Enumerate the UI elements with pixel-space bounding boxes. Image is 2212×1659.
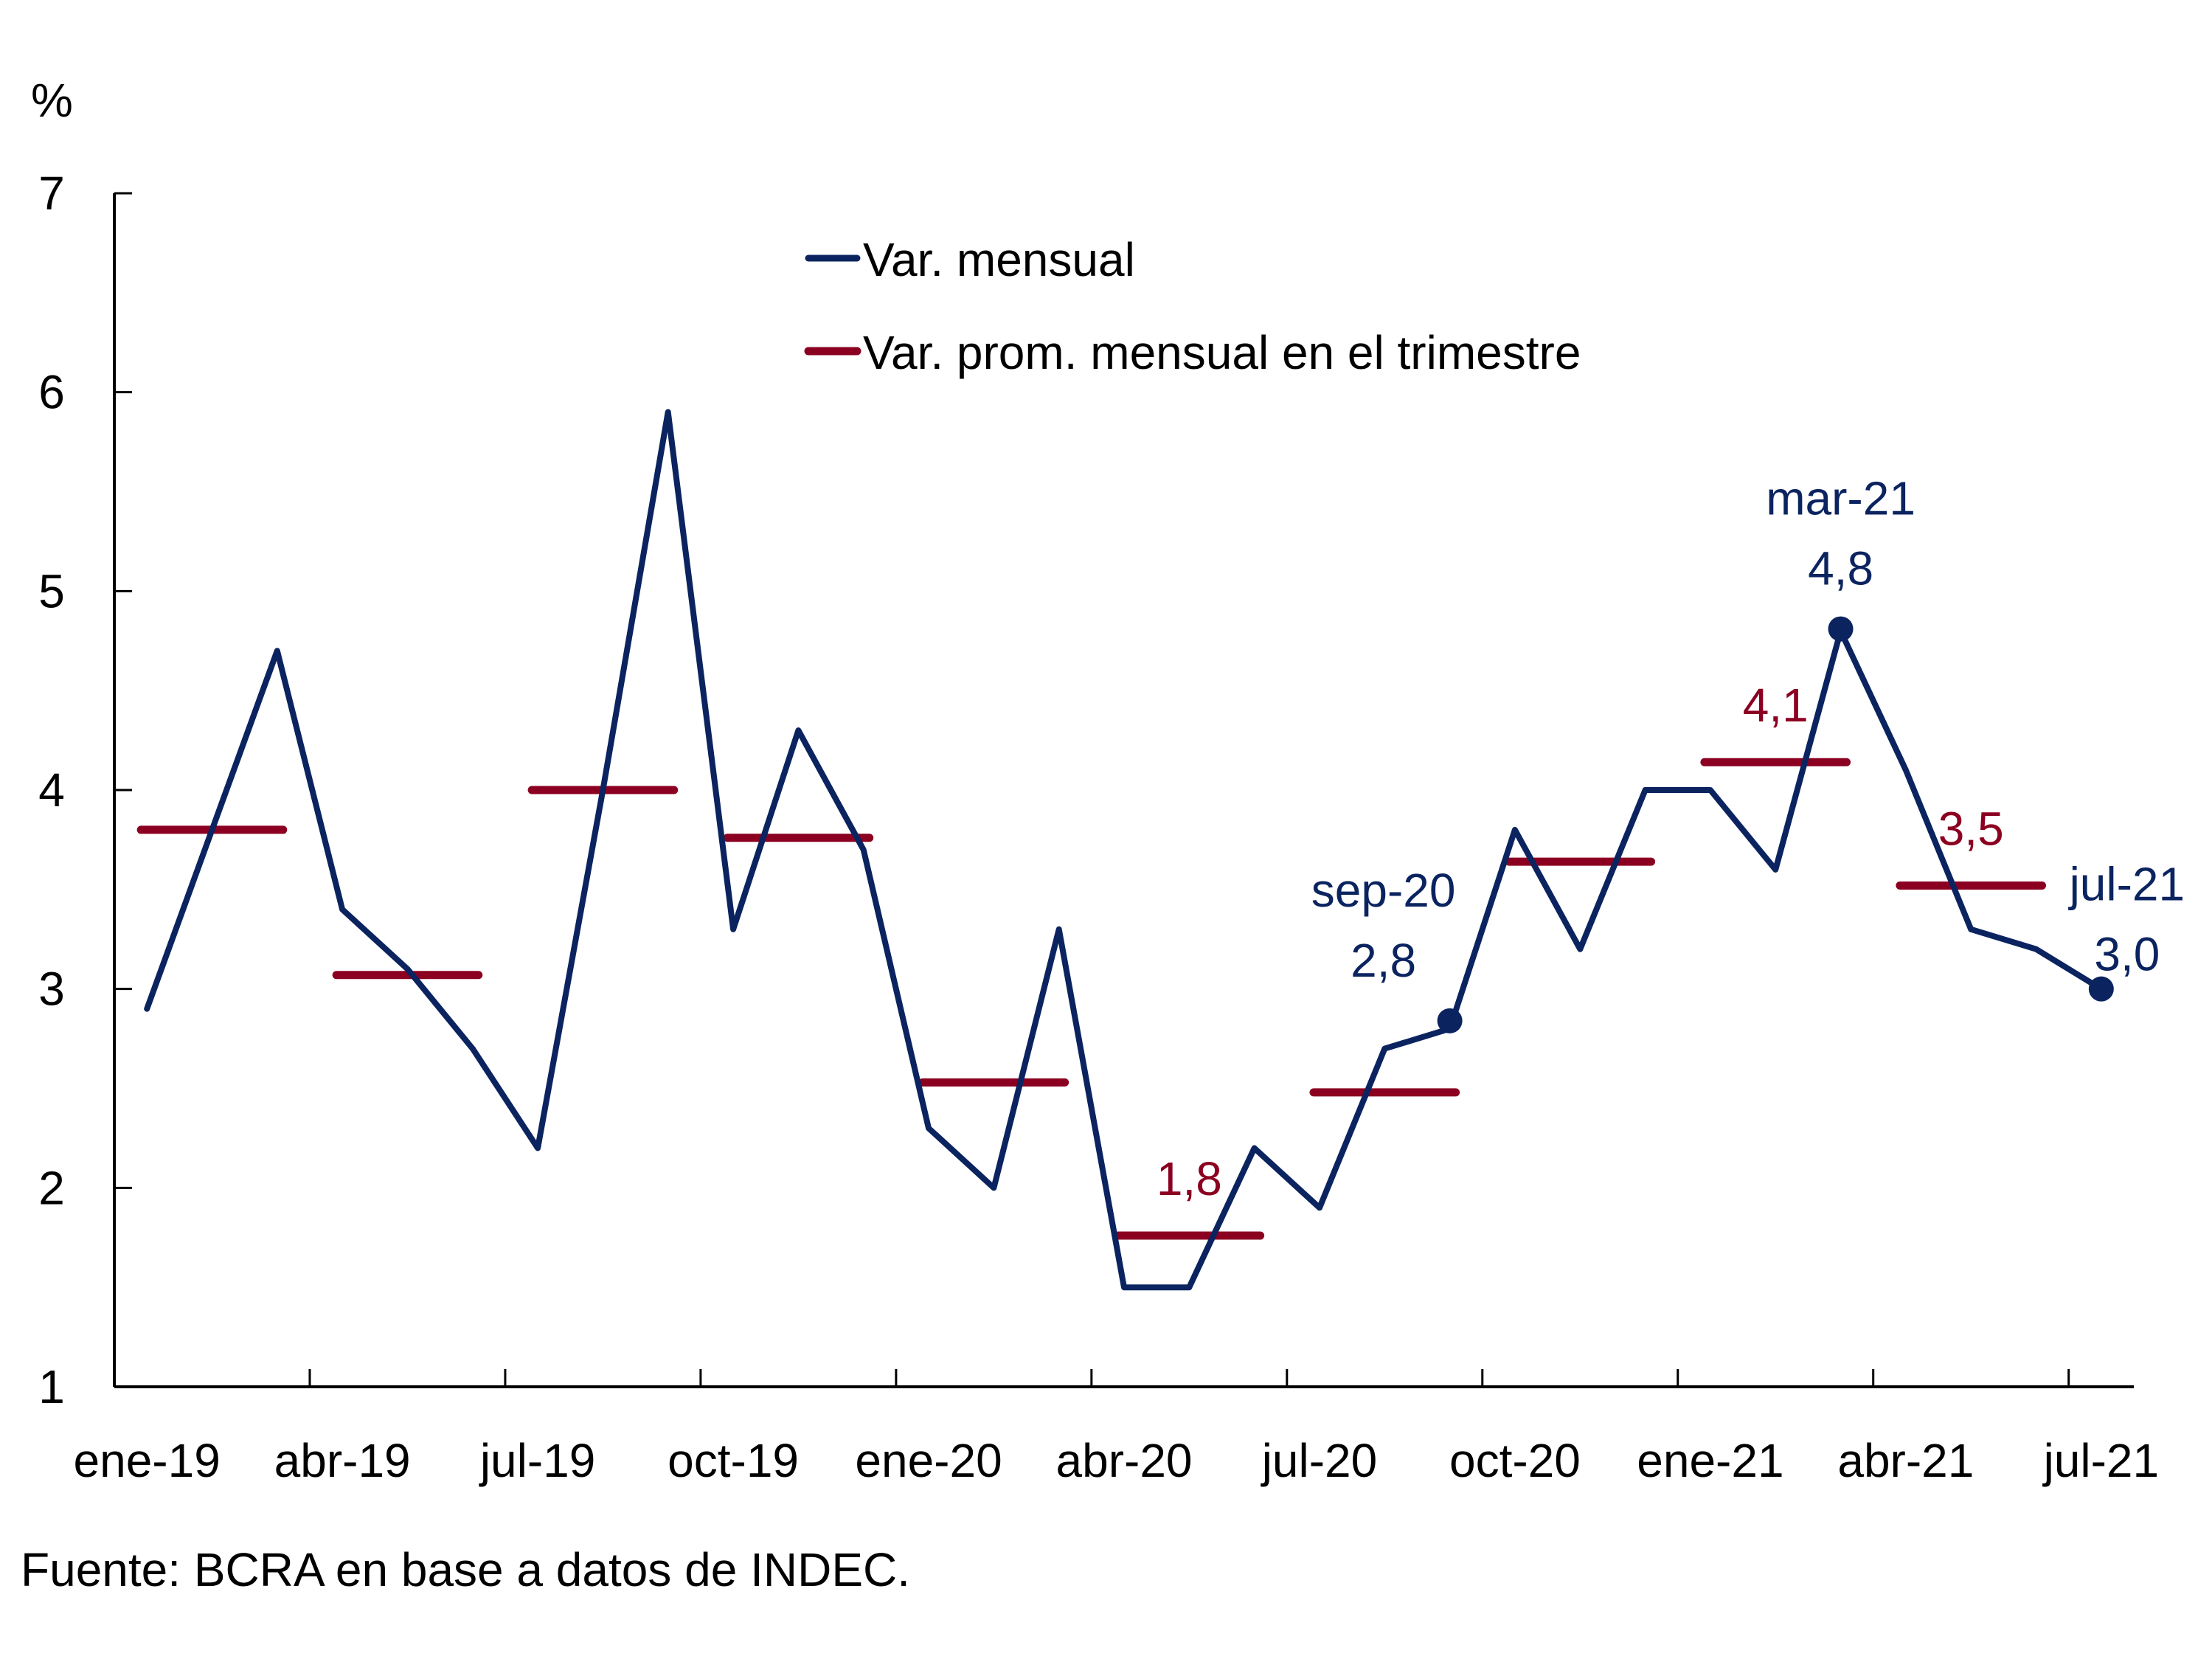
- y-tick-label: 5: [38, 564, 65, 617]
- x-tick-label: jul-21: [2042, 1434, 2160, 1487]
- y-tick-label: 6: [38, 366, 65, 419]
- point-annotation-month: jul-21: [2068, 858, 2185, 911]
- y-tick-label: 2: [38, 1161, 65, 1214]
- quarter-average-series: [136, 758, 2047, 1240]
- legend: Var. mensual Var. prom. mensual en el tr…: [804, 233, 1581, 379]
- x-axis: ene-19 abr-19 jul-19 oct-19 ene-20 abr-20 jul-…: [74, 1369, 2160, 1487]
- highlight-point-marker: [2088, 976, 2114, 1002]
- y-axis: 1 2 3 4 5 6 7: [38, 167, 132, 1413]
- y-tick-label: 1: [38, 1360, 65, 1413]
- x-tick-label: jul-20: [1261, 1434, 1378, 1487]
- x-tick-label: oct-20: [1449, 1434, 1581, 1487]
- x-tick-label: abr-20: [1056, 1434, 1193, 1487]
- source-footer: Fuente: BCRA en base a datos de INDEC.: [21, 1543, 910, 1596]
- x-tick-label: oct-19: [668, 1434, 799, 1487]
- annotations: sep-20 2,8 mar-21 4,8 jul-21 3,0 1,8 4,1 3,5: [1157, 472, 2185, 1205]
- monthly-series-line: [144, 409, 2104, 1291]
- y-tick-label: 3: [38, 963, 65, 1016]
- x-tick-label: abr-19: [274, 1434, 411, 1487]
- y-tick-label: 7: [38, 167, 65, 220]
- point-annotation-value: 4,8: [1808, 542, 1873, 595]
- quarter-average-label: 3,5: [1938, 802, 2004, 855]
- highlight-point-marker: [1437, 1008, 1463, 1033]
- highlight-point-marker: [1828, 616, 1854, 642]
- quarter-average-label: 1,8: [1157, 1152, 1222, 1205]
- point-annotation-value: 2,8: [1351, 934, 1416, 987]
- y-unit-label: %: [31, 74, 73, 127]
- x-tick-label: ene-20: [855, 1434, 1002, 1487]
- point-annotation-value: 3,0: [2094, 928, 2160, 981]
- point-annotation-month: mar-21: [1766, 472, 1915, 525]
- x-tick-label: ene-21: [1637, 1434, 1783, 1487]
- x-tick-label: jul-19: [479, 1434, 596, 1487]
- legend-label-monthly: Var. mensual: [863, 233, 1135, 286]
- legend-label-quarterly: Var. prom. mensual en el trimestre: [863, 326, 1581, 379]
- quarter-average-label: 4,1: [1743, 679, 1809, 732]
- monthly-series: [144, 409, 2104, 1291]
- y-tick-label: 4: [38, 763, 65, 817]
- x-tick-label: ene-19: [74, 1434, 221, 1487]
- x-tick-label: abr-21: [1837, 1434, 1974, 1487]
- point-annotation-month: sep-20: [1311, 864, 1456, 917]
